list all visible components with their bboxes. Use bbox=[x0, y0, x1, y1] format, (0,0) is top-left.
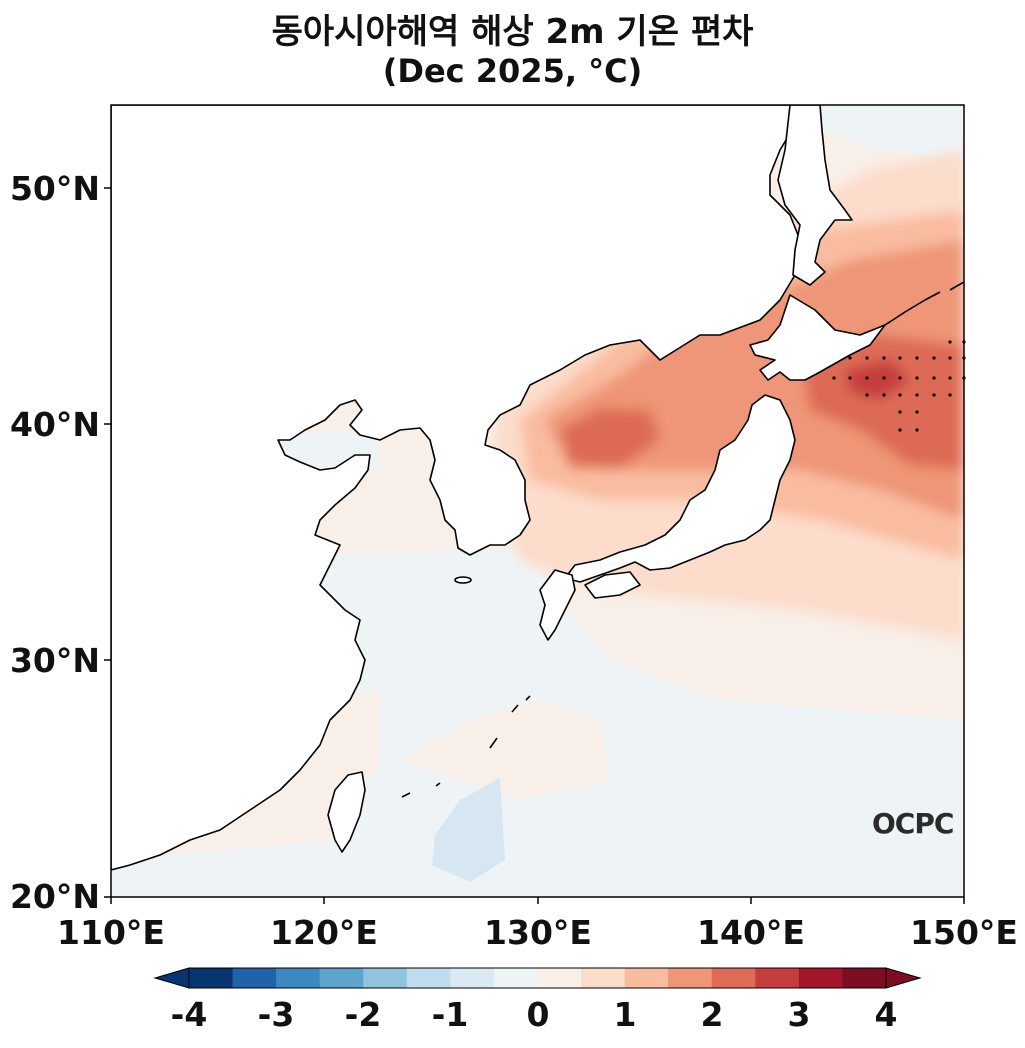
kuril-islands bbox=[884, 281, 964, 326]
colorbar-segment bbox=[711, 968, 756, 988]
stipple-dot bbox=[915, 410, 919, 414]
lon-tick-label: 110°E bbox=[57, 913, 165, 952]
stipple-dot bbox=[882, 393, 886, 397]
stipple-dot bbox=[865, 376, 869, 380]
stipple-dot bbox=[898, 410, 902, 414]
colorbar bbox=[153, 967, 922, 989]
stipple-dot bbox=[898, 428, 902, 432]
colorbar-tick-label: 0 bbox=[526, 995, 550, 1034]
significance-stippling bbox=[832, 340, 966, 432]
stipple-dot bbox=[848, 356, 852, 360]
map-title: 동아시아해역 해상 2m 기온 편차 bbox=[271, 12, 754, 52]
map-subtitle: (Dec 2025, °C) bbox=[382, 52, 643, 90]
shikoku bbox=[584, 571, 641, 599]
stipple-dot bbox=[948, 393, 952, 397]
colorbar-segment bbox=[842, 968, 887, 988]
colorbar-segment bbox=[232, 968, 277, 988]
colorbar-segment bbox=[624, 968, 669, 988]
stipple-dot bbox=[898, 393, 902, 397]
colorbar-tick-label: 2 bbox=[700, 995, 724, 1034]
colorbar-tick-label: 1 bbox=[613, 995, 637, 1034]
colorbar-tick-label: -2 bbox=[344, 995, 382, 1034]
lon-tick-label: 150°E bbox=[910, 913, 1018, 952]
axis-ticks bbox=[104, 187, 965, 904]
lat-tick-label: 30°N bbox=[9, 641, 100, 680]
colorbar-segment bbox=[668, 968, 713, 988]
lon-tick-label: 130°E bbox=[484, 913, 592, 952]
landmass bbox=[111, 105, 964, 871]
colorbar-tick-label: 3 bbox=[787, 995, 811, 1034]
colorbar-segment bbox=[493, 968, 538, 988]
colorbar-segment bbox=[581, 968, 626, 988]
stipple-dot bbox=[882, 356, 886, 360]
colorbar-segment bbox=[276, 968, 321, 988]
lat-tick-label: 50°N bbox=[9, 169, 100, 208]
stipple-dot bbox=[848, 376, 852, 380]
ryukyu-islands bbox=[401, 695, 531, 798]
colorbar-extend-low bbox=[153, 967, 190, 989]
lon-tick-label: 120°E bbox=[270, 913, 378, 952]
stipple-dot bbox=[865, 393, 869, 397]
colorbar-segment bbox=[537, 968, 582, 988]
colorbar-segment bbox=[363, 968, 408, 988]
jeju-island bbox=[454, 576, 472, 584]
colorbar-tick-label: -3 bbox=[257, 995, 295, 1034]
lon-tick-label: 140°E bbox=[697, 913, 805, 952]
ocpc-logo: OCPC bbox=[872, 807, 954, 840]
stipple-dot bbox=[932, 376, 936, 380]
asian-mainland bbox=[111, 105, 801, 871]
stipple-dot bbox=[882, 376, 886, 380]
colorbar-frame bbox=[188, 967, 887, 989]
colorbar-tick-label: -4 bbox=[170, 995, 208, 1034]
stipple-dot bbox=[948, 376, 952, 380]
colorbar-tick-label: -1 bbox=[431, 995, 469, 1034]
hokkaido bbox=[749, 294, 886, 381]
stipple-dot bbox=[915, 356, 919, 360]
colorbar-segment bbox=[450, 968, 495, 988]
sakhalin bbox=[777, 105, 853, 286]
honshu bbox=[564, 394, 796, 583]
colorbar-segment bbox=[755, 968, 800, 988]
colorbar-segment bbox=[189, 968, 234, 988]
stipple-dot bbox=[832, 376, 836, 380]
kyushu bbox=[539, 569, 576, 641]
stipple-dot bbox=[948, 340, 952, 344]
taiwan bbox=[327, 771, 366, 853]
stipple-dot bbox=[898, 376, 902, 380]
stipple-dot bbox=[932, 393, 936, 397]
stipple-dot bbox=[915, 428, 919, 432]
stipple-dot bbox=[898, 356, 902, 360]
stipple-dot bbox=[915, 393, 919, 397]
lat-tick-label: 20°N bbox=[9, 877, 100, 916]
colorbar-segment bbox=[798, 968, 843, 988]
stipple-dot bbox=[915, 376, 919, 380]
stipple-dot bbox=[932, 356, 936, 360]
stipple-dot bbox=[948, 356, 952, 360]
stipple-dot bbox=[865, 356, 869, 360]
lat-tick-label: 40°N bbox=[9, 405, 100, 444]
colorbar-segment bbox=[406, 968, 451, 988]
colorbar-extend-high bbox=[885, 967, 922, 989]
colorbar-tick-label: 4 bbox=[874, 995, 898, 1034]
colorbar-segment bbox=[319, 968, 364, 988]
